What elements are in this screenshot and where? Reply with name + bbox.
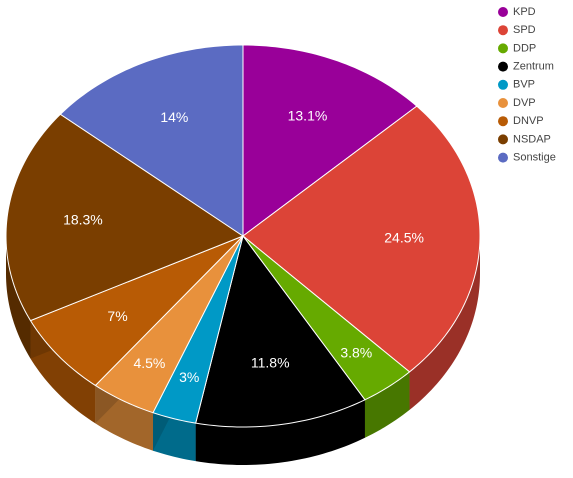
legend-label: DVP xyxy=(513,97,536,109)
legend-swatch xyxy=(498,43,508,54)
slice-label: 7% xyxy=(107,308,127,324)
slice-label: 11.8% xyxy=(251,355,290,371)
legend-swatch xyxy=(498,116,508,127)
slice-label: 13.1% xyxy=(288,108,328,124)
slice xyxy=(242,235,411,401)
legend-label: Zentrum xyxy=(513,61,554,73)
legend-label: Sonstige xyxy=(513,152,556,164)
legend-label: DDP xyxy=(513,42,536,54)
legend-label: SPD xyxy=(513,24,536,36)
legend-swatch xyxy=(498,79,508,90)
slice-side xyxy=(409,236,480,410)
slice xyxy=(152,235,244,424)
legend-label: NSDAP xyxy=(513,133,551,145)
legend-label: DNVP xyxy=(513,115,544,127)
legend-swatch xyxy=(498,25,508,36)
legend-swatch xyxy=(498,61,508,72)
legend-swatch xyxy=(498,134,508,145)
pie-tops xyxy=(5,44,481,428)
slice-label: 3.8% xyxy=(340,344,372,360)
slice-side xyxy=(364,371,410,438)
slice xyxy=(29,235,244,387)
slice xyxy=(59,44,244,237)
legend-label: KPD xyxy=(513,6,536,18)
legend-swatch xyxy=(498,152,508,163)
slice xyxy=(195,234,366,428)
slice xyxy=(94,235,244,414)
slice xyxy=(242,105,481,373)
legend: KPD SPD DDP Zentrum BVP DVP DNVP NSDAP Sonstige xyxy=(498,6,556,164)
slice xyxy=(242,44,418,237)
legend-swatch xyxy=(498,7,508,17)
legend-swatch xyxy=(498,98,508,108)
slice-label: 3% xyxy=(179,369,199,385)
slice-label: 14% xyxy=(160,109,188,125)
legend-label: BVP xyxy=(513,79,535,91)
slice-label: 4.5% xyxy=(133,355,165,371)
slice-label: 18.3% xyxy=(63,212,103,228)
slice-label: 24.5% xyxy=(384,230,424,246)
slice xyxy=(5,113,245,322)
